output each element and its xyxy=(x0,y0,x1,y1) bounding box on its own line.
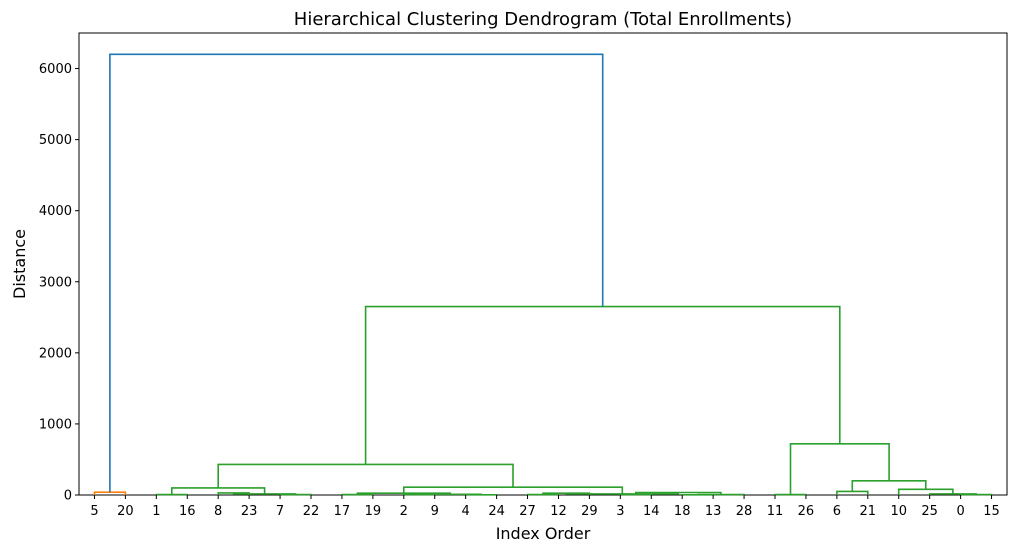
x-axis-label: Index Order xyxy=(496,524,591,543)
plot-area xyxy=(78,32,1008,496)
leaf-label: 0 xyxy=(956,504,964,519)
leaf-label: 19 xyxy=(365,504,382,519)
leaf-label: 25 xyxy=(921,504,938,519)
y-tick-label: 2000 xyxy=(39,346,72,361)
leaf-label: 23 xyxy=(241,504,258,519)
leaf-label: 18 xyxy=(674,504,691,519)
leaf-label: 29 xyxy=(581,504,598,519)
leaf-label: 16 xyxy=(179,504,196,519)
leaf-label: 3 xyxy=(616,504,624,519)
leaf-label: 1 xyxy=(152,504,160,519)
leaf-label: 20 xyxy=(117,504,134,519)
leaf-label: 24 xyxy=(488,504,505,519)
leaf-label: 13 xyxy=(705,504,722,519)
leaf-label: 5 xyxy=(90,504,98,519)
leaf-label: 22 xyxy=(303,504,320,519)
y-tick-label: 3000 xyxy=(39,275,72,290)
dendrogram-link xyxy=(109,53,604,493)
y-tick-label: 5000 xyxy=(39,133,72,148)
leaf-label: 21 xyxy=(860,504,877,519)
y-axis-label: Distance xyxy=(10,229,29,299)
leaf-label: 9 xyxy=(431,504,439,519)
leaf-label: 15 xyxy=(983,504,1000,519)
dendrogram-link xyxy=(418,493,482,496)
leaf-label: 12 xyxy=(550,504,567,519)
leaf-label: 6 xyxy=(833,504,841,519)
leaf-label: 17 xyxy=(334,504,351,519)
chart-title: Hierarchical Clustering Dendrogram (Tota… xyxy=(294,9,792,30)
y-axis: 0 1000 2000 3000 4000 5000 6000 xyxy=(39,62,79,504)
y-tick-label: 1000 xyxy=(39,417,72,432)
leaf-label: 4 xyxy=(462,504,470,519)
leaf-label: 26 xyxy=(798,504,815,519)
plot-frame xyxy=(78,32,1008,496)
y-tick-label: 4000 xyxy=(39,204,72,219)
leaf-label: 28 xyxy=(736,504,753,519)
leaf-label: 8 xyxy=(214,504,222,519)
leaf-label: 7 xyxy=(276,504,284,519)
x-axis: 5 20 1 16 8 23 7 22 17 19 2 9 4 24 27 12 29 3 14 18 13 28 11 26… xyxy=(90,495,1000,519)
links-layer xyxy=(93,53,993,496)
leaf-label: 27 xyxy=(519,504,536,519)
leaf-label: 10 xyxy=(890,504,907,519)
leaf-label: 14 xyxy=(643,504,660,519)
y-tick-label: 6000 xyxy=(39,62,72,77)
leaf-label: 11 xyxy=(767,504,784,519)
y-tick-label: 0 xyxy=(64,489,72,504)
leaf-label: 2 xyxy=(400,504,408,519)
